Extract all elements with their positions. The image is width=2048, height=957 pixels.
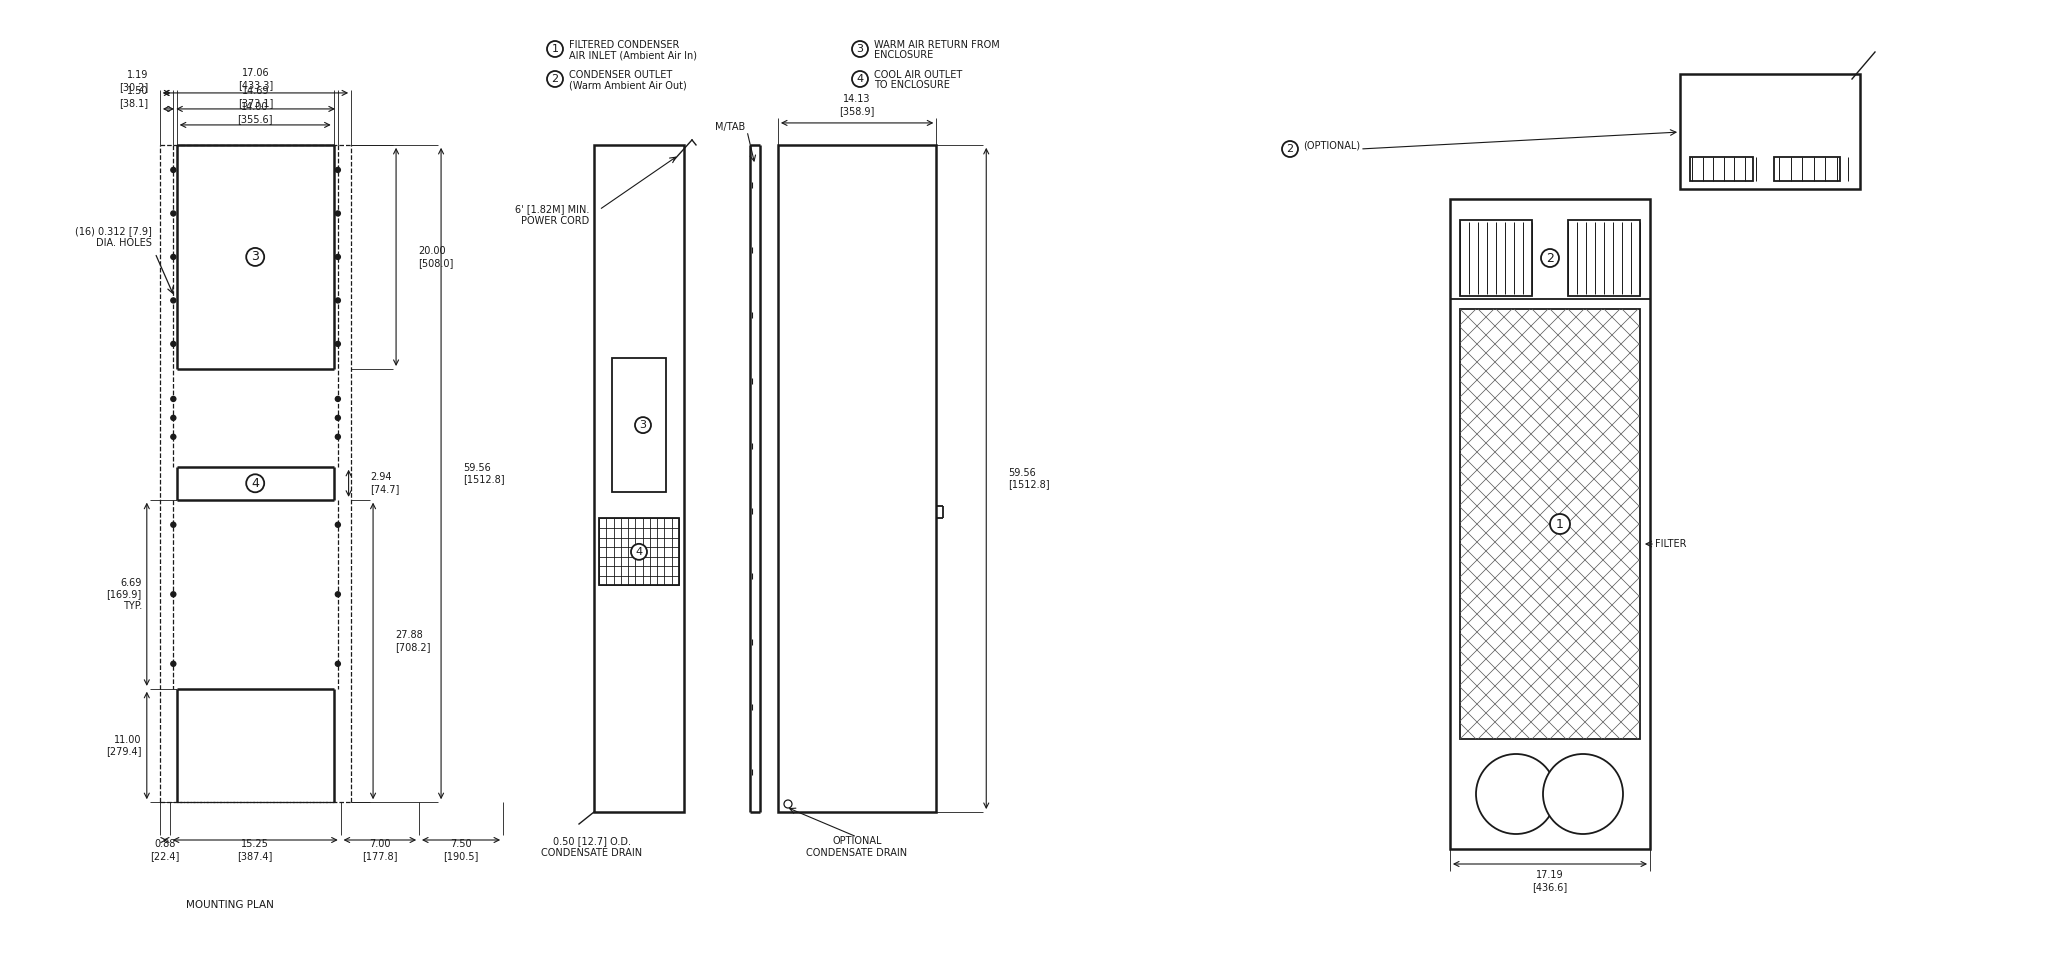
- Circle shape: [336, 661, 340, 666]
- Circle shape: [170, 342, 176, 346]
- Text: 3: 3: [639, 420, 647, 430]
- Text: ENCLOSURE: ENCLOSURE: [874, 50, 934, 60]
- Circle shape: [1477, 754, 1556, 834]
- Text: 1: 1: [1556, 518, 1565, 530]
- Text: 7.50
[190.5]: 7.50 [190.5]: [442, 839, 479, 860]
- Circle shape: [1542, 754, 1622, 834]
- Circle shape: [170, 167, 176, 172]
- Bar: [1690, 157, 1753, 181]
- Text: MOUNTING PLAN: MOUNTING PLAN: [186, 900, 274, 910]
- Text: (16) 0.312 [7.9]
DIA. HOLES: (16) 0.312 [7.9] DIA. HOLES: [76, 226, 152, 248]
- Circle shape: [170, 523, 176, 527]
- Text: 2.94
[74.7]: 2.94 [74.7]: [371, 473, 399, 494]
- Bar: [1774, 157, 1841, 181]
- Bar: [778, 145, 936, 812]
- Bar: [594, 145, 684, 812]
- Circle shape: [170, 298, 176, 303]
- Bar: [1679, 74, 1860, 189]
- Text: CONDENSER OUTLET: CONDENSER OUTLET: [569, 70, 672, 80]
- Circle shape: [336, 415, 340, 420]
- Text: 4: 4: [252, 477, 260, 490]
- Text: OPTIONAL
CONDENSATE DRAIN: OPTIONAL CONDENSATE DRAIN: [807, 836, 907, 857]
- Circle shape: [547, 41, 563, 57]
- Circle shape: [336, 255, 340, 259]
- Circle shape: [1540, 249, 1559, 267]
- Text: 7.00
[177.8]: 7.00 [177.8]: [362, 839, 397, 860]
- Text: 1: 1: [551, 44, 559, 54]
- Text: (Warm Ambient Air Out): (Warm Ambient Air Out): [569, 80, 686, 90]
- Text: COOL AIR OUTLET: COOL AIR OUTLET: [874, 70, 963, 80]
- Text: 17.19
[436.6]: 17.19 [436.6]: [1532, 870, 1567, 892]
- Circle shape: [784, 800, 793, 808]
- Circle shape: [170, 661, 176, 666]
- Circle shape: [336, 298, 340, 303]
- Circle shape: [336, 211, 340, 216]
- Text: (OPTIONAL): (OPTIONAL): [1303, 140, 1360, 150]
- Circle shape: [635, 417, 651, 434]
- Circle shape: [170, 255, 176, 259]
- Circle shape: [336, 167, 340, 172]
- Text: 59.56
[1512.8]: 59.56 [1512.8]: [463, 463, 504, 484]
- Bar: [612, 358, 666, 492]
- Text: AIR INLET (Ambient Air In): AIR INLET (Ambient Air In): [569, 50, 696, 60]
- Text: 6' [1.82M] MIN.
POWER CORD: 6' [1.82M] MIN. POWER CORD: [514, 204, 590, 226]
- Text: 1.50
[38.1]: 1.50 [38.1]: [119, 86, 147, 108]
- Text: 2: 2: [551, 74, 559, 84]
- Text: 3: 3: [252, 251, 260, 263]
- Circle shape: [170, 415, 176, 420]
- Text: FILTER: FILTER: [1655, 539, 1686, 549]
- Bar: [1460, 309, 1640, 739]
- Circle shape: [336, 591, 340, 597]
- Circle shape: [1282, 141, 1298, 157]
- Text: 20.00
[508.0]: 20.00 [508.0]: [418, 246, 453, 268]
- Text: WARM AIR RETURN FROM: WARM AIR RETURN FROM: [874, 40, 999, 50]
- Bar: [1450, 199, 1651, 849]
- Text: 1.19
[30.2]: 1.19 [30.2]: [119, 70, 147, 92]
- Bar: [1460, 220, 1532, 296]
- Text: TO ENCLOSURE: TO ENCLOSURE: [874, 80, 950, 90]
- Circle shape: [170, 211, 176, 216]
- Text: 0.88
[22.4]: 0.88 [22.4]: [150, 839, 180, 860]
- Text: FILTERED CONDENSER: FILTERED CONDENSER: [569, 40, 680, 50]
- Circle shape: [852, 41, 868, 57]
- Text: 2: 2: [1546, 252, 1554, 264]
- Circle shape: [336, 523, 340, 527]
- Text: 0.50 [12.7] O.D.
CONDENSATE DRAIN: 0.50 [12.7] O.D. CONDENSATE DRAIN: [541, 836, 643, 857]
- Circle shape: [852, 71, 868, 87]
- Text: 59.56
[1512.8]: 59.56 [1512.8]: [1008, 468, 1051, 489]
- Text: 27.88
[708.2]: 27.88 [708.2]: [395, 630, 430, 652]
- Text: 14.00
[355.6]: 14.00 [355.6]: [238, 102, 272, 123]
- Bar: [1569, 220, 1640, 296]
- Text: M/TAB: M/TAB: [715, 122, 745, 132]
- Text: 15.25
[387.4]: 15.25 [387.4]: [238, 839, 272, 860]
- Text: 2: 2: [1286, 144, 1294, 154]
- Circle shape: [170, 396, 176, 401]
- Text: 14.13
[358.9]: 14.13 [358.9]: [840, 94, 874, 116]
- Circle shape: [170, 591, 176, 597]
- Text: 4: 4: [635, 546, 643, 557]
- Text: 4: 4: [856, 74, 864, 84]
- Circle shape: [246, 248, 264, 266]
- Circle shape: [336, 342, 340, 346]
- Circle shape: [547, 71, 563, 87]
- Text: 17.06
[433.3]: 17.06 [433.3]: [238, 68, 272, 90]
- Circle shape: [246, 475, 264, 492]
- Circle shape: [336, 396, 340, 401]
- Circle shape: [336, 434, 340, 439]
- Text: 11.00
[279.4]: 11.00 [279.4]: [106, 735, 141, 756]
- Bar: [598, 519, 680, 585]
- Text: 3: 3: [856, 44, 864, 54]
- Text: 14.69
[373.1]: 14.69 [373.1]: [238, 86, 272, 108]
- Text: 6.69
[169.9]
TYP.: 6.69 [169.9] TYP.: [106, 578, 141, 611]
- Circle shape: [631, 544, 647, 560]
- Circle shape: [170, 434, 176, 439]
- Circle shape: [1550, 514, 1571, 534]
